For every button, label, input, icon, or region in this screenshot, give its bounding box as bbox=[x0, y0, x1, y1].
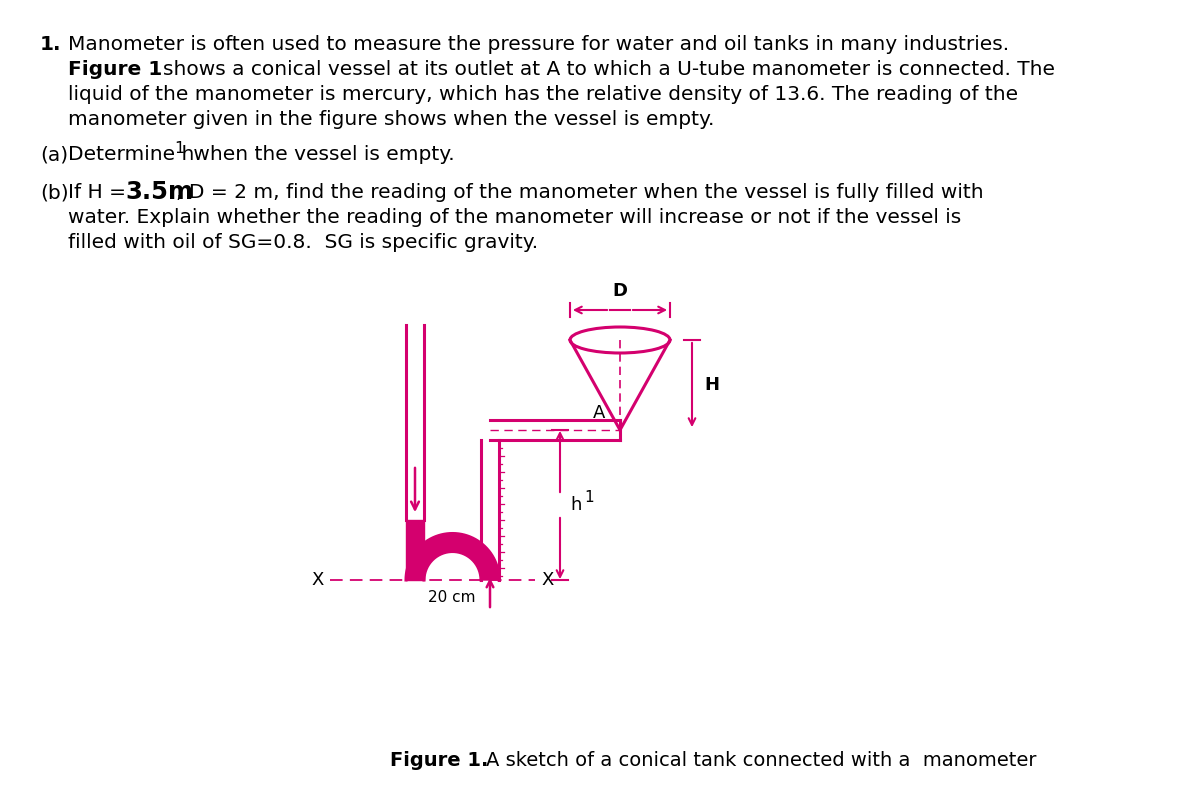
Text: manometer given in the figure shows when the vessel is empty.: manometer given in the figure shows when… bbox=[68, 110, 714, 129]
Text: 1.: 1. bbox=[40, 35, 61, 54]
Text: X: X bbox=[542, 571, 554, 589]
Text: shows a conical vessel at its outlet at A to which a U-tube manometer is connect: shows a conical vessel at its outlet at … bbox=[163, 60, 1055, 79]
Text: liquid of the manometer is mercury, which has the relative density of 13.6. The : liquid of the manometer is mercury, whic… bbox=[68, 85, 1018, 104]
Text: 1: 1 bbox=[584, 489, 594, 504]
Text: A sketch of a conical tank connected with a  manometer: A sketch of a conical tank connected wit… bbox=[486, 750, 1037, 769]
Text: Figure 1: Figure 1 bbox=[68, 60, 162, 79]
Text: when the vessel is empty.: when the vessel is empty. bbox=[187, 145, 455, 164]
Text: h: h bbox=[570, 496, 581, 514]
Text: If H =: If H = bbox=[68, 183, 132, 202]
Text: Figure 1.: Figure 1. bbox=[390, 750, 488, 769]
Text: water. Explain whether the reading of the manometer will increase or not if the : water. Explain whether the reading of th… bbox=[68, 208, 961, 227]
Text: 20 cm: 20 cm bbox=[428, 590, 476, 605]
Text: Determine h: Determine h bbox=[68, 145, 194, 164]
Text: (a): (a) bbox=[40, 145, 68, 164]
Bar bbox=[406, 520, 424, 580]
Text: 1: 1 bbox=[174, 141, 185, 156]
Text: D: D bbox=[612, 282, 628, 300]
Text: (b): (b) bbox=[40, 183, 68, 202]
Text: , D = 2 m, find the reading of the manometer when the vessel is fully filled wit: , D = 2 m, find the reading of the manom… bbox=[176, 183, 984, 202]
Polygon shape bbox=[406, 533, 499, 580]
Text: H: H bbox=[704, 376, 719, 394]
Text: filled with oil of SG=0.8.  SG is specific gravity.: filled with oil of SG=0.8. SG is specifi… bbox=[68, 233, 538, 252]
Text: X: X bbox=[312, 571, 324, 589]
Text: A: A bbox=[593, 404, 605, 422]
Text: 3.5m: 3.5m bbox=[125, 180, 193, 204]
Text: Manometer is often used to measure the pressure for water and oil tanks in many : Manometer is often used to measure the p… bbox=[68, 35, 1009, 54]
